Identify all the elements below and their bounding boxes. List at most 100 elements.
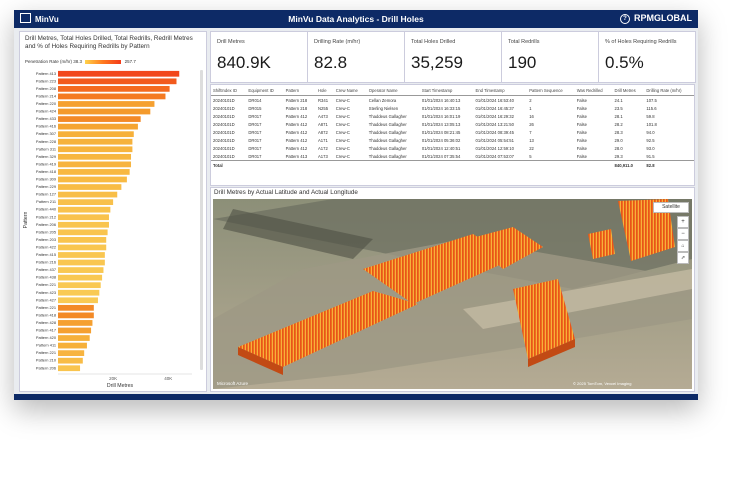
table-cell xyxy=(473,160,528,169)
bar[interactable] xyxy=(58,161,132,168)
table-cell: 23.5 xyxy=(614,105,623,111)
bar[interactable] xyxy=(58,108,151,115)
bar[interactable] xyxy=(58,221,109,228)
table-row[interactable]: 20240101D DR017 Pattern 412 A473 Crew-C Thadd… xyxy=(211,112,694,120)
bar[interactable] xyxy=(58,274,103,281)
bar[interactable] xyxy=(58,86,170,92)
kpi-redrill-percent: % of Holes Requiring Redrills 0.5% xyxy=(598,31,696,83)
bar[interactable] xyxy=(58,70,180,77)
table-cell: False xyxy=(576,153,587,159)
table-row[interactable]: 20240101D DR017 Pattern 412 A171 Crew-C Thadd… xyxy=(211,136,694,144)
bar[interactable] xyxy=(58,153,132,160)
bar[interactable] xyxy=(58,138,133,145)
bar[interactable] xyxy=(58,229,108,236)
table-cell: 28.2 xyxy=(614,121,623,127)
column-header[interactable]: Pattern xyxy=(283,85,317,96)
tick-label: Pattern 418 xyxy=(36,312,56,317)
table-cell: 01/01/2024 16:01:19 xyxy=(421,113,461,119)
bar[interactable] xyxy=(58,259,105,266)
bar[interactable] xyxy=(58,146,133,153)
table-row[interactable]: 20240101D DR017 Pattern 413 A173 Crew-C Thadd… xyxy=(211,152,694,161)
bar[interactable] xyxy=(58,289,100,296)
bar[interactable] xyxy=(58,199,114,205)
table-cell: N255 xyxy=(318,105,329,111)
bar[interactable] xyxy=(58,93,166,100)
bar[interactable] xyxy=(58,169,130,175)
bar[interactable] xyxy=(58,342,87,349)
column-header[interactable]: ShiftIndex ID xyxy=(211,85,247,96)
compass-icon[interactable]: ⇗ xyxy=(677,252,689,264)
tick-label: Pattern 416 xyxy=(36,124,56,129)
bar[interactable] xyxy=(58,123,138,130)
app-logo[interactable]: MinVu xyxy=(20,13,59,24)
column-header[interactable]: Was Redrilled xyxy=(574,85,613,96)
bar[interactable] xyxy=(58,335,90,341)
table-row[interactable]: 20240101D DR017 Pattern 412 A872 Crew-C Thadd… xyxy=(211,128,694,136)
table-row[interactable]: 20240101D DR017 Pattern 412 A172 Crew-C Thadd… xyxy=(211,144,694,152)
bar[interactable] xyxy=(58,78,177,85)
table-cell: 20240101D xyxy=(213,121,235,127)
column-header[interactable]: Drill Metres xyxy=(612,85,645,96)
table-cell: Crew-C xyxy=(335,153,350,159)
table-cell: 20240101D xyxy=(213,113,235,119)
table-cell: Crew-C xyxy=(335,97,350,103)
bar[interactable] xyxy=(58,357,83,364)
bar[interactable] xyxy=(58,312,94,319)
table-cell xyxy=(366,160,420,169)
bar[interactable] xyxy=(58,116,141,122)
zoom-out-button[interactable]: − xyxy=(677,228,689,240)
column-header[interactable]: Pattern Sequence xyxy=(527,85,575,96)
bar[interactable] xyxy=(58,184,122,190)
column-header[interactable]: End Timestamp xyxy=(473,85,528,96)
legend-gradient xyxy=(85,60,122,64)
bar[interactable] xyxy=(58,350,85,356)
bar[interactable] xyxy=(58,365,81,372)
table-cell: False xyxy=(576,105,587,111)
table-row[interactable]: 20240101D DR015 Pattern 218 N255 Crew-C Sterl… xyxy=(211,104,694,112)
bar[interactable] xyxy=(58,244,107,251)
help-icon[interactable]: ? xyxy=(620,14,630,24)
column-header[interactable]: Equipment ID xyxy=(246,85,284,96)
bar[interactable] xyxy=(58,176,127,183)
bar[interactable] xyxy=(58,237,107,243)
table-row[interactable]: 20240101D DR017 Pattern 412 A871 Crew-C Thadd… xyxy=(211,120,694,128)
bar[interactable] xyxy=(58,304,94,311)
column-header[interactable]: Crew Name xyxy=(333,85,367,96)
bar[interactable] xyxy=(58,327,92,334)
table-cell xyxy=(527,160,575,169)
table-cell: 82.8 xyxy=(644,160,694,169)
column-header[interactable]: Drilling Rate (m/hr) xyxy=(644,85,694,96)
bar[interactable] xyxy=(58,206,111,213)
table-cell: False xyxy=(576,137,587,143)
table-cell: Pattern 413 xyxy=(285,153,308,159)
satellite-style-button[interactable]: Satellite xyxy=(653,202,689,213)
bar[interactable] xyxy=(58,101,155,107)
satellite-map[interactable]: Microsoft Azure © 2025 TomTom, Vexcel Im… xyxy=(213,199,692,389)
bar[interactable] xyxy=(58,282,101,289)
bar[interactable] xyxy=(58,320,93,326)
table-cell: DR017 xyxy=(248,153,262,159)
tick-label: Pattern 206 xyxy=(36,365,56,370)
bar[interactable] xyxy=(58,297,98,304)
kpi-value: 840.9K xyxy=(217,53,271,72)
drill-holes-table[interactable]: ShiftIndex ID Equipment ID Pattern Hole Crew… xyxy=(210,84,695,186)
bar[interactable] xyxy=(58,267,104,273)
tick-label: Pattern 216 xyxy=(36,260,56,265)
table-row[interactable]: 20240101D DR014 Pattern 218 R341 Crew-C Cella… xyxy=(211,96,694,105)
column-header[interactable]: Start Timestamp xyxy=(419,85,474,96)
brand-logo: ? RPMGLOBAL xyxy=(620,13,692,24)
chart-title: Drill Metres, Total Holes Drilled, Total… xyxy=(25,35,193,50)
column-header[interactable]: Hole xyxy=(316,85,334,96)
bar[interactable] xyxy=(58,214,109,221)
column-header[interactable]: Operator Name xyxy=(366,85,420,96)
bar[interactable] xyxy=(58,252,105,258)
legend-min: 38.3 xyxy=(73,59,83,64)
bar[interactable] xyxy=(58,131,134,138)
table-cell xyxy=(316,160,334,169)
table-cell: 01/01/2024 05:36:02 xyxy=(421,137,461,143)
bar[interactable] xyxy=(58,191,118,198)
zoom-in-button[interactable]: + xyxy=(677,216,689,228)
pattern-bar-chart: Drill Metres, Total Holes Drilled, Total… xyxy=(19,31,207,392)
home-icon[interactable]: ⌂ xyxy=(677,240,689,252)
table-cell: 5 xyxy=(529,153,532,159)
